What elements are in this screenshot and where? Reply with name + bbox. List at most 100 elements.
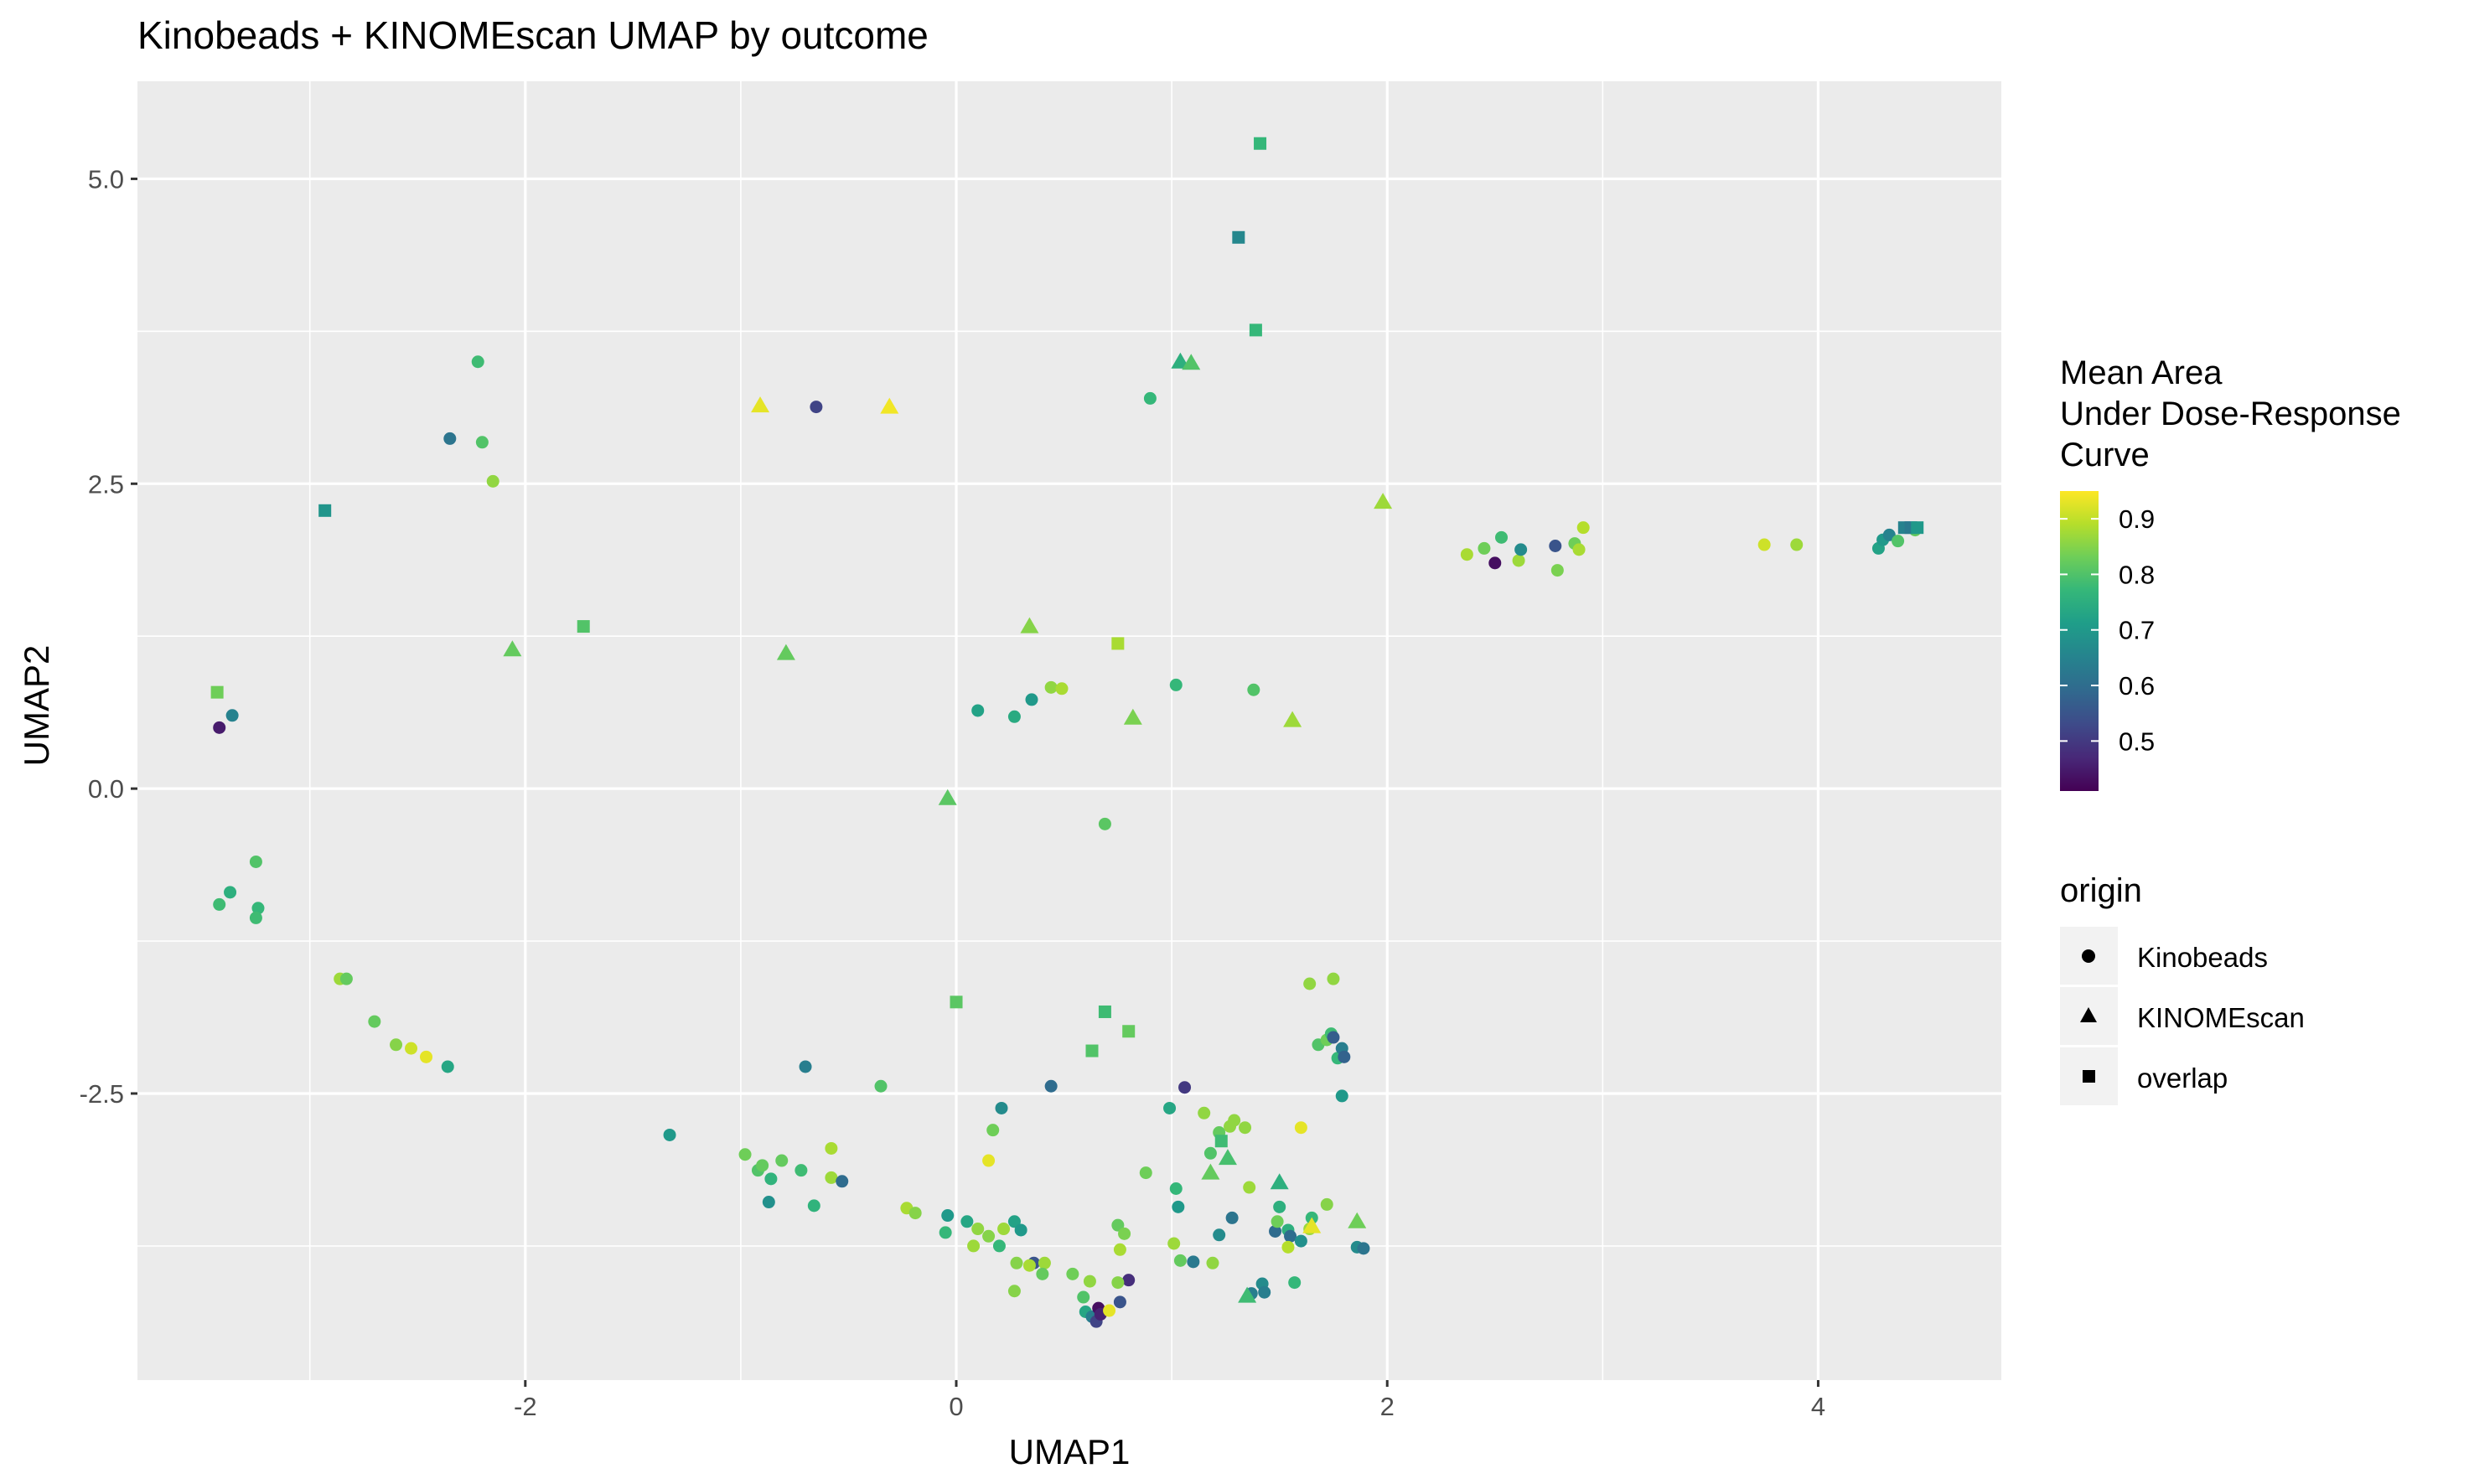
point-kinobeads — [1512, 554, 1525, 567]
point-kinobeads — [967, 1239, 981, 1253]
x-axis-ticks: -2 0 2 4 — [514, 1380, 1825, 1421]
grid-major — [137, 81, 2001, 1380]
point-overlap — [1111, 637, 1125, 650]
legend-circle-icon — [2082, 949, 2095, 963]
point-kinobeads — [1010, 1256, 1023, 1269]
point-kinobeads — [997, 1223, 1011, 1236]
point-kinobeads — [1488, 556, 1502, 570]
point-kinobeads — [794, 1164, 808, 1177]
point-kinobeads — [1549, 540, 1562, 553]
point-kinobeads — [249, 911, 262, 924]
point-kinobeads — [1103, 1304, 1116, 1317]
point-overlap — [950, 995, 963, 1009]
color-bar-tick-label: 0.9 — [2119, 504, 2155, 534]
point-kinobeads — [764, 1172, 778, 1186]
point-kinobeads — [1258, 1285, 1271, 1299]
point-kinobeads — [1335, 1089, 1348, 1103]
point-kinobeads — [1187, 1255, 1200, 1269]
legend-triangle-icon — [2080, 1007, 2097, 1022]
point-kinobeads — [1239, 1121, 1252, 1135]
point-kinobeads — [762, 1196, 775, 1209]
point-kinobeads — [1203, 1146, 1217, 1160]
point-overlap — [577, 620, 590, 633]
point-kinobeads — [251, 902, 265, 915]
point-kinobeads — [443, 432, 457, 445]
point-kinobeads — [1178, 1081, 1192, 1094]
grid-minor — [137, 81, 2001, 1380]
point-kinobeads — [420, 1050, 433, 1063]
point-kinobeads — [1007, 710, 1021, 723]
x-tick-label: 0 — [949, 1392, 963, 1421]
y-tick-label: -2.5 — [80, 1079, 124, 1109]
point-kinobeads — [1225, 1211, 1239, 1224]
point-kinobeads — [1478, 541, 1491, 555]
color-legend: Mean Area Under Dose-Response Curve 0.50… — [2060, 354, 2401, 791]
point-kinobeads — [471, 355, 484, 369]
point-kinomescan — [1218, 1149, 1237, 1166]
point-kinobeads — [992, 1239, 1006, 1253]
point-kinobeads — [1022, 1259, 1036, 1272]
point-kinobeads — [1514, 543, 1528, 556]
color-bar — [2060, 491, 2099, 791]
color-bar-ticks: 0.5 0.6 0.7 0.8 0.9 — [2060, 504, 2155, 756]
point-overlap — [210, 685, 224, 699]
point-kinomescan — [1123, 708, 1142, 725]
point-kinobeads — [1055, 682, 1069, 695]
point-kinobeads — [1038, 1256, 1051, 1269]
shape-legend-label-overlap: overlap — [2137, 1063, 2228, 1094]
point-kinobeads — [775, 1154, 789, 1167]
point-kinobeads — [1198, 1106, 1211, 1119]
point-kinobeads — [1892, 535, 1905, 548]
color-legend-title-line-3: Curve — [2060, 437, 2150, 473]
point-kinobeads — [1281, 1240, 1295, 1254]
point-kinobeads — [1044, 1079, 1058, 1093]
point-kinomescan — [1302, 1217, 1322, 1233]
point-kinobeads — [213, 897, 226, 911]
point-kinomescan — [776, 644, 795, 660]
point-kinobeads — [1327, 972, 1340, 985]
point-kinobeads — [1139, 1166, 1152, 1180]
point-kinobeads — [1243, 1181, 1256, 1194]
point-kinobeads — [1173, 1254, 1187, 1267]
y-tick-label: 2.5 — [88, 469, 124, 499]
point-kinomescan — [880, 397, 899, 414]
point-kinobeads — [971, 704, 985, 717]
point-kinobeads — [1113, 1243, 1126, 1256]
point-kinobeads — [971, 1223, 985, 1236]
point-kinobeads — [1320, 1197, 1333, 1211]
point-kinobeads — [1143, 391, 1157, 405]
point-kinobeads — [1014, 1223, 1027, 1237]
point-kinomescan — [1374, 493, 1393, 509]
point-kinobeads — [1269, 1224, 1282, 1238]
point-kinobeads — [1303, 977, 1317, 990]
x-tick-label: -2 — [514, 1392, 537, 1421]
point-kinobeads — [1007, 1215, 1021, 1228]
point-kinobeads — [1271, 1215, 1284, 1228]
point-kinobeads — [1206, 1256, 1219, 1269]
point-kinobeads — [807, 1199, 820, 1213]
point-overlap — [318, 504, 332, 517]
point-kinobeads — [1550, 564, 1564, 577]
point-kinomescan — [938, 789, 957, 805]
point-overlap — [1911, 521, 1924, 535]
point-overlap — [1249, 323, 1262, 337]
point-kinobeads — [874, 1079, 888, 1093]
point-kinomescan — [1201, 1163, 1220, 1180]
point-kinobeads — [1172, 1200, 1185, 1213]
point-kinobeads — [982, 1229, 996, 1243]
point-kinobeads — [1083, 1275, 1096, 1288]
point-kinobeads — [1169, 1182, 1183, 1196]
point-overlap — [1122, 1025, 1136, 1038]
y-tick-label: 5.0 — [88, 164, 124, 194]
point-kinobeads — [1163, 1101, 1177, 1114]
shape-legend-title: origin — [2060, 872, 2142, 909]
point-kinomescan — [1182, 354, 1201, 370]
point-kinomescan — [1348, 1212, 1367, 1228]
point-kinomescan — [1270, 1173, 1289, 1190]
point-kinobeads — [939, 1226, 952, 1239]
point-kinobeads — [1113, 1295, 1126, 1309]
point-kinomescan — [1238, 1286, 1257, 1303]
point-kinobeads — [475, 436, 489, 449]
point-kinobeads — [390, 1038, 403, 1052]
plot-panel — [137, 81, 2001, 1380]
